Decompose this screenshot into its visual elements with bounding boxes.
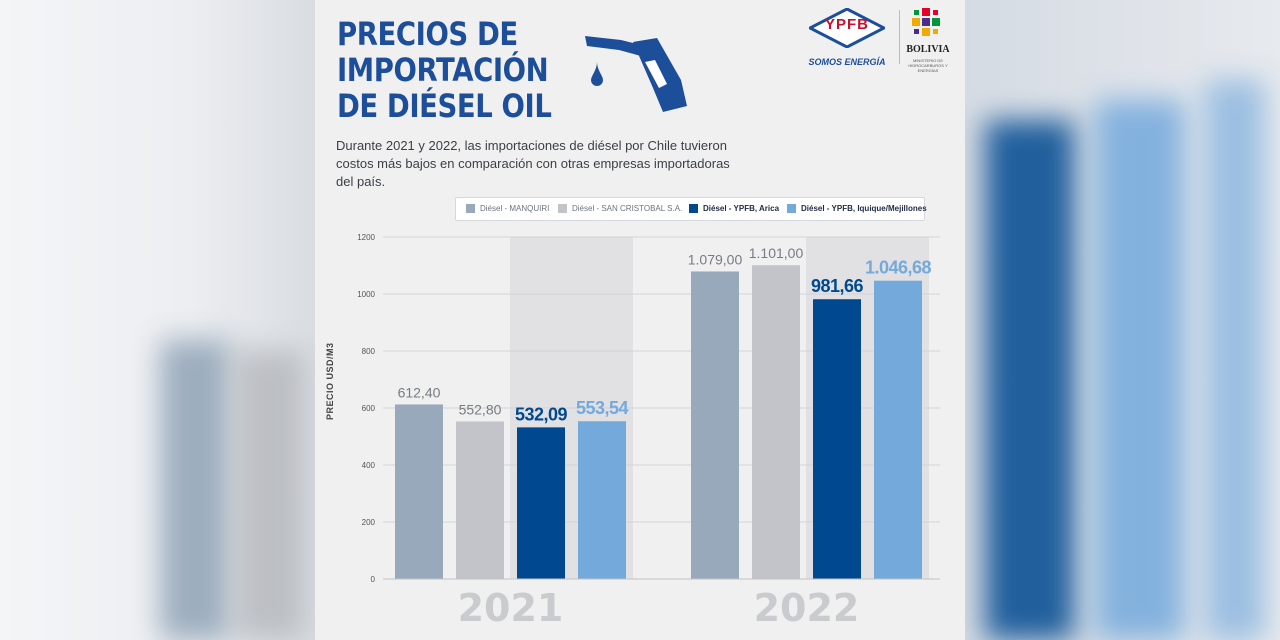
legend-swatch (558, 204, 567, 213)
x-category-label: 2022 (754, 586, 860, 630)
bolivia-logo-text: BOLIVIA (906, 44, 950, 55)
legend-label: Diésel - YPFB, Iquique/Mejillones (801, 204, 927, 213)
background-left (0, 0, 315, 640)
subtitle: Durante 2021 y 2022, las importaciones d… (336, 138, 730, 189)
data-label: 1.079,00 (688, 251, 743, 267)
bolivia-logo: BOLIVIA MINISTERIO DE HIDROCARBUROS Y EN… (901, 8, 955, 73)
chart-legend: Diésel - MANQUIRI Diésel - SAN CRISTOBAL… (455, 197, 927, 221)
data-label: 1.046,68 (865, 258, 932, 278)
bar (517, 427, 565, 579)
fuel-nozzle-icon (585, 36, 687, 112)
bar-chart: 0 200 400 600 800 1000 1200 612,40 552,80 532,09 5… (357, 233, 940, 630)
data-label: 981,66 (811, 276, 864, 296)
x-category-label: 2021 (458, 586, 564, 630)
y-tick-label: 600 (362, 404, 376, 413)
legend-label: Diésel - SAN CRISTOBAL S.A. (572, 204, 683, 213)
bar (395, 404, 443, 579)
y-tick-label: 0 (371, 575, 376, 584)
y-tick-label: 200 (362, 518, 376, 527)
logo-divider (899, 10, 900, 64)
bar (578, 421, 626, 579)
data-label: 1.101,00 (749, 245, 804, 261)
y-tick-label: 1000 (357, 290, 375, 299)
bar (691, 271, 739, 579)
title-line: IMPORTACIÓN (337, 51, 549, 89)
bar (874, 280, 922, 579)
ypfb-badge-icon (809, 8, 885, 48)
infographic-card: PRECIOS DE IMPORTACIÓN DE DIÉSEL OIL YPF… (315, 0, 965, 640)
data-label: 553,54 (576, 398, 629, 418)
bolivia-mosaic-icon (912, 8, 940, 36)
y-tick-label: 400 (362, 461, 376, 470)
page-title: PRECIOS DE IMPORTACIÓN DE DIÉSEL OIL (337, 15, 552, 125)
legend-swatch (787, 204, 796, 213)
legend-label: Diésel - MANQUIRI (480, 204, 550, 213)
legend-swatch (689, 204, 698, 213)
bar (813, 299, 861, 579)
title-line: PRECIOS DE (337, 15, 518, 53)
legend-label: Diésel - YPFB, Arica (703, 204, 780, 213)
data-label: 612,40 (398, 384, 441, 400)
bar (456, 421, 504, 579)
legend-swatch (466, 204, 475, 213)
title-line: DE DIÉSEL OIL (337, 87, 552, 125)
ypfb-tagline: SOMOS ENERGÍA (808, 57, 886, 67)
background-right (965, 0, 1280, 640)
y-tick-label: 1200 (357, 233, 375, 242)
ypfb-logo: YPFB SOMOS ENERGÍA (803, 8, 891, 70)
data-label: 532,09 (515, 404, 568, 424)
bolivia-ministry-text: MINISTERIO DE HIDROCARBUROS Y ENERGÍAS (908, 58, 948, 73)
data-label: 552,80 (459, 401, 502, 417)
bar (752, 265, 800, 579)
ypfb-logo-text: YPFB (824, 16, 869, 33)
y-tick-label: 800 (362, 347, 376, 356)
